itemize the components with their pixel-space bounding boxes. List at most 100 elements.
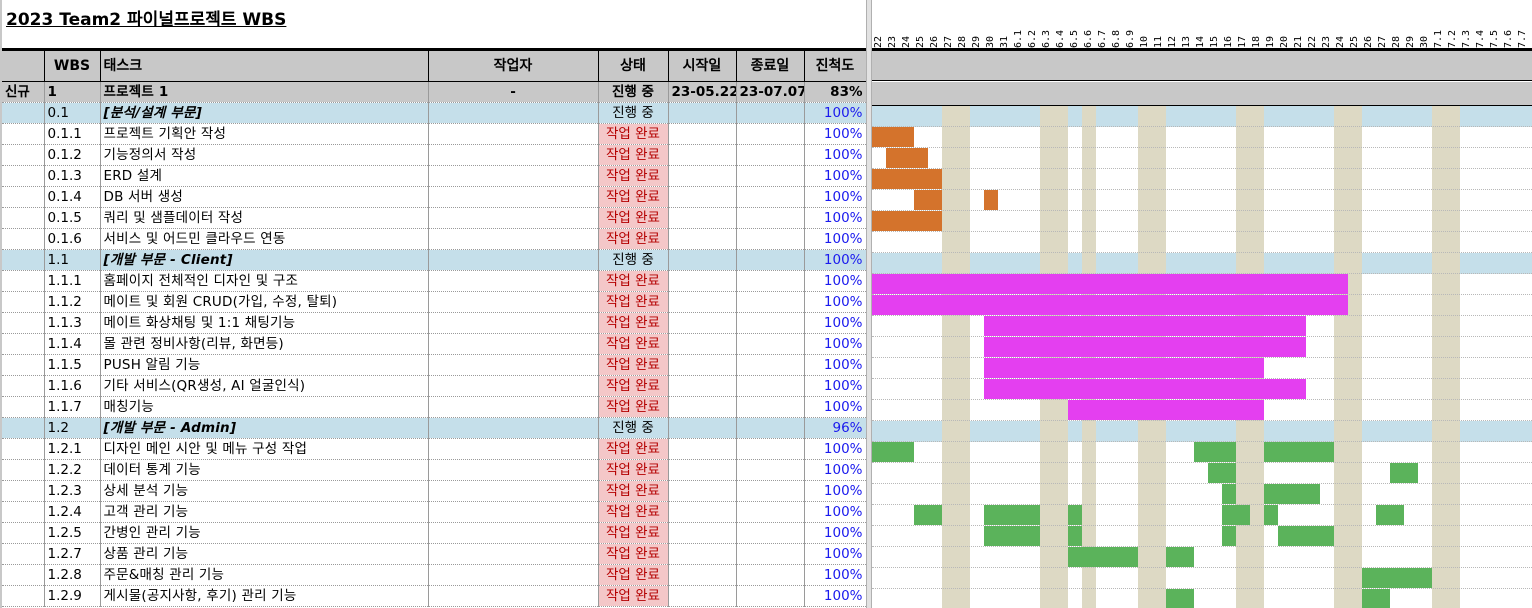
cell-progress[interactable]: 100% (804, 312, 867, 334)
cell-wbs[interactable]: 1.1.1 (44, 270, 101, 292)
cell-worker[interactable] (428, 123, 599, 145)
gantt-bar[interactable] (1362, 568, 1432, 588)
cell-worker[interactable] (428, 186, 599, 208)
gantt-bar[interactable] (1222, 526, 1236, 546)
cell-status[interactable]: 작업 완료 (598, 438, 669, 460)
cell-flag[interactable] (2, 522, 45, 544)
cell-wbs[interactable]: 1.2.3 (44, 480, 101, 502)
cell-end[interactable] (736, 585, 805, 607)
cell-wbs[interactable]: 1.2.7 (44, 543, 101, 565)
cell-end[interactable]: 23-07.07 (736, 81, 805, 103)
gantt-bar[interactable] (984, 190, 998, 210)
gantt-bar[interactable] (1208, 463, 1236, 483)
gantt-bar[interactable] (872, 274, 1348, 294)
cell-end[interactable] (736, 438, 805, 460)
cell-status[interactable]: 작업 완료 (598, 207, 669, 229)
cell-task[interactable]: 프로젝트 1 (100, 81, 429, 103)
gantt-bar[interactable] (1068, 505, 1082, 525)
cell-task[interactable]: DB 서버 생성 (100, 186, 429, 208)
cell-flag[interactable] (2, 459, 45, 481)
cell-flag[interactable] (2, 123, 45, 145)
cell-status[interactable]: 작업 완료 (598, 123, 669, 145)
cell-wbs[interactable]: 0.1.3 (44, 165, 101, 187)
cell-status[interactable]: 작업 완료 (598, 165, 669, 187)
cell-flag[interactable] (2, 333, 45, 355)
cell-start[interactable] (668, 354, 737, 376)
cell-flag[interactable] (2, 354, 45, 376)
gantt-bar[interactable] (1264, 505, 1278, 525)
cell-status[interactable]: 작업 완료 (598, 396, 669, 418)
task-row[interactable]: 0.1.1 프로젝트 기획안 작성 작업 완료 100% (2, 123, 867, 145)
cell-start[interactable] (668, 480, 737, 502)
cell-wbs[interactable]: 1.2.9 (44, 585, 101, 607)
gantt-bar[interactable] (886, 148, 928, 168)
cell-wbs[interactable]: 0.1.4 (44, 186, 101, 208)
cell-flag[interactable] (2, 543, 45, 565)
cell-worker[interactable] (428, 375, 599, 397)
cell-status[interactable]: 작업 완료 (598, 375, 669, 397)
cell-task[interactable]: 게시물(공지사항, 후기) 관리 기능 (100, 585, 429, 607)
cell-end[interactable] (736, 501, 805, 523)
cell-wbs[interactable]: 1 (44, 81, 101, 103)
cell-start[interactable] (668, 522, 737, 544)
cell-worker[interactable] (428, 564, 599, 586)
cell-wbs[interactable]: 1.2.5 (44, 522, 101, 544)
cell-end[interactable] (736, 102, 805, 124)
gantt-bar[interactable] (914, 190, 942, 210)
task-row[interactable]: 1.2.5 간병인 관리 기능 작업 완료 100% (2, 522, 867, 544)
cell-start[interactable] (668, 312, 737, 334)
cell-start[interactable] (668, 102, 737, 124)
cell-task[interactable]: 기타 서비스(QR생성, AI 얼굴인식) (100, 375, 429, 397)
cell-worker[interactable] (428, 480, 599, 502)
cell-end[interactable] (736, 375, 805, 397)
cell-task[interactable]: 몰 관련 정비사항(리뷰, 화면등) (100, 333, 429, 355)
cell-task[interactable]: [개발 부문 - Admin] (100, 417, 429, 439)
cell-wbs[interactable]: 0.1.1 (44, 123, 101, 145)
cell-progress[interactable]: 100% (804, 333, 867, 355)
gantt-bar[interactable] (1264, 484, 1320, 504)
cell-flag[interactable] (2, 249, 45, 271)
cell-progress[interactable]: 100% (804, 438, 867, 460)
cell-status[interactable]: 작업 완료 (598, 564, 669, 586)
cell-progress[interactable]: 100% (804, 522, 867, 544)
task-row[interactable]: 1.2.2 데이터 통계 기능 작업 완료 100% (2, 459, 867, 481)
phase-row[interactable]: 1.1 [개발 부문 - Client] 진행 중 100% (2, 249, 867, 271)
col-wbs-header[interactable]: WBS (44, 51, 101, 82)
gantt-bar[interactable] (872, 295, 1348, 315)
gantt-bar[interactable] (1278, 526, 1334, 546)
task-row[interactable]: 1.1.6 기타 서비스(QR생성, AI 얼굴인식) 작업 완료 100% (2, 375, 867, 397)
cell-worker[interactable] (428, 585, 599, 607)
gantt-bar[interactable] (1376, 505, 1404, 525)
cell-start[interactable] (668, 417, 737, 439)
gantt-bar[interactable] (984, 337, 1306, 357)
cell-start[interactable] (668, 564, 737, 586)
cell-wbs[interactable]: 0.1 (44, 102, 101, 124)
gantt-bar[interactable] (984, 316, 1306, 336)
cell-flag[interactable] (2, 375, 45, 397)
cell-worker[interactable] (428, 333, 599, 355)
cell-worker[interactable] (428, 354, 599, 376)
cell-task[interactable]: PUSH 알림 기능 (100, 354, 429, 376)
cell-task[interactable]: 기능정의서 작성 (100, 144, 429, 166)
gantt-bar[interactable] (872, 127, 914, 147)
gantt-bar[interactable] (1068, 526, 1082, 546)
cell-progress[interactable]: 100% (804, 102, 867, 124)
gantt-bar[interactable] (1068, 547, 1138, 567)
gantt-bar[interactable] (1166, 589, 1194, 608)
cell-end[interactable] (736, 312, 805, 334)
cell-task[interactable]: 메이트 및 회원 CRUD(가입, 수정, 탈퇴) (100, 291, 429, 313)
cell-end[interactable] (736, 165, 805, 187)
cell-worker[interactable] (428, 270, 599, 292)
cell-worker[interactable] (428, 249, 599, 271)
cell-task[interactable]: 주문&매칭 관리 기능 (100, 564, 429, 586)
cell-wbs[interactable]: 1.2.1 (44, 438, 101, 460)
cell-end[interactable] (736, 564, 805, 586)
cell-progress[interactable]: 100% (804, 501, 867, 523)
cell-task[interactable]: 매칭기능 (100, 396, 429, 418)
cell-worker[interactable] (428, 543, 599, 565)
cell-wbs[interactable]: 1.1.4 (44, 333, 101, 355)
cell-start[interactable]: 23-05.22 (668, 81, 737, 103)
cell-progress[interactable]: 100% (804, 543, 867, 565)
cell-end[interactable] (736, 354, 805, 376)
task-row[interactable]: 0.1.6 서비스 및 어드민 클라우드 연동 작업 완료 100% (2, 228, 867, 250)
